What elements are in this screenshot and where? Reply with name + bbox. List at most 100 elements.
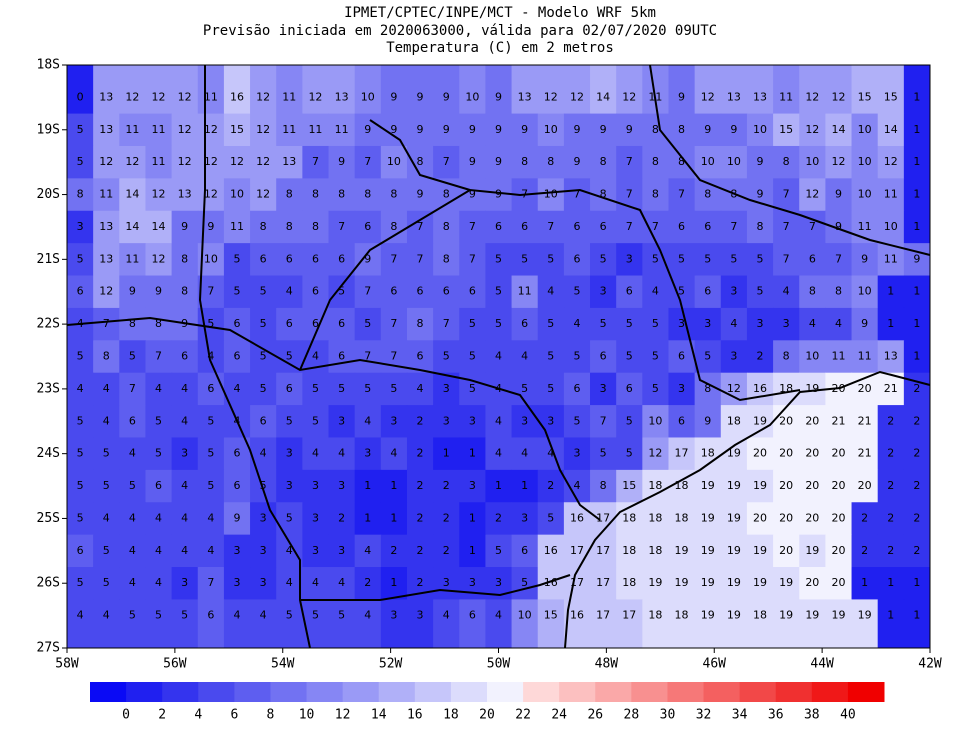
temperature-label: 3 xyxy=(233,576,240,589)
temperature-cell xyxy=(354,405,382,438)
temperature-label: 18 xyxy=(648,479,662,492)
temperature-cell xyxy=(459,65,486,115)
temperature-label: 1 xyxy=(390,511,397,524)
temperature-label: 16 xyxy=(570,609,584,622)
temperature-cell xyxy=(433,372,460,406)
temperature-label: 5 xyxy=(443,350,450,363)
temperature-cell xyxy=(799,340,826,374)
temperature-cell xyxy=(825,340,853,374)
temperature-cell xyxy=(563,65,591,115)
colorbar-box xyxy=(703,682,741,702)
temperature-cell xyxy=(773,307,800,341)
temperature-cell xyxy=(694,243,722,277)
temperature-label: 2 xyxy=(887,544,894,557)
temperature-cell xyxy=(773,145,800,179)
temperature-cell xyxy=(537,502,565,536)
temperature-cell xyxy=(145,437,173,471)
temperature-cell xyxy=(825,567,853,600)
temperature-label: 9 xyxy=(443,90,450,103)
temperature-cell xyxy=(354,275,382,309)
temperature-label: 19 xyxy=(675,544,689,557)
temperature-label: 5 xyxy=(103,576,110,589)
temperature-cell xyxy=(511,65,539,115)
temperature-label: 5 xyxy=(103,544,110,557)
temperature-label: 12 xyxy=(99,155,113,168)
temperature-label: 7 xyxy=(390,350,397,363)
temperature-label: 3 xyxy=(260,511,267,524)
temperature-label: 6 xyxy=(233,479,240,492)
temperature-cell xyxy=(537,437,565,471)
temperature-cell xyxy=(119,210,146,244)
temperature-cell xyxy=(145,113,173,147)
temperature-label: 1 xyxy=(495,479,502,492)
temperature-label: 5 xyxy=(207,479,214,492)
temperature-label: 18 xyxy=(675,511,689,524)
temperature-label: 8 xyxy=(704,382,711,395)
temperature-cell xyxy=(851,599,879,649)
temperature-label: 6 xyxy=(338,317,345,330)
temperature-cell xyxy=(223,340,251,374)
temperature-cell xyxy=(590,599,617,649)
temperature-label: 1 xyxy=(913,350,920,363)
temperature-label: 4 xyxy=(364,414,371,427)
temperature-cell xyxy=(746,469,774,503)
temperature-label: 1 xyxy=(364,511,371,524)
temperature-cell xyxy=(851,178,879,212)
temperature-cell xyxy=(825,178,853,212)
temperature-cell xyxy=(720,502,748,536)
colorbar-box xyxy=(559,682,596,702)
temperature-cell xyxy=(799,534,826,568)
temperature-label: 9 xyxy=(913,252,920,265)
temperature-cell xyxy=(485,275,513,309)
temperature-label: 9 xyxy=(443,123,450,136)
temperature-label: 6 xyxy=(678,414,685,427)
temperature-label: 9 xyxy=(417,90,424,103)
temperature-label: 18 xyxy=(622,576,636,589)
temperature-label: 5 xyxy=(77,447,84,460)
temperature-cell xyxy=(642,437,669,471)
colorbar-box xyxy=(270,682,308,702)
temperature-label: 13 xyxy=(99,252,113,265)
temperature-label: 5 xyxy=(233,252,240,265)
temperature-cell xyxy=(851,534,879,568)
temperature-cell xyxy=(354,502,382,536)
temperature-label: 4 xyxy=(207,350,214,363)
temperature-label: 7 xyxy=(547,220,554,233)
temperature-label: 12 xyxy=(152,188,166,201)
temperature-cell xyxy=(197,405,225,438)
temperature-cell xyxy=(903,65,931,115)
temperature-label: 2 xyxy=(443,511,450,524)
temperature-cell xyxy=(537,405,565,438)
temperature-cell xyxy=(799,307,826,341)
temperature-label: 5 xyxy=(521,252,528,265)
temperature-label: 4 xyxy=(547,285,554,298)
temperature-cell xyxy=(746,405,774,438)
colorbar-label: 4 xyxy=(194,708,202,723)
temperature-cell xyxy=(903,534,931,568)
temperature-label: 4 xyxy=(573,317,580,330)
temperature-label: 6 xyxy=(678,350,685,363)
temperature-label: 11 xyxy=(99,188,113,201)
temperature-cell xyxy=(433,210,460,244)
temperature-label: 3 xyxy=(495,576,502,589)
temperature-label: 20 xyxy=(805,511,819,524)
temperature-cell xyxy=(511,210,539,244)
temperature-cell xyxy=(877,113,905,147)
temperature-label: 5 xyxy=(547,382,554,395)
temperature-cell xyxy=(354,372,382,406)
temperature-cell xyxy=(250,210,277,244)
temperature-cell xyxy=(537,210,565,244)
temperature-cell xyxy=(328,534,356,568)
temperature-label: 4 xyxy=(103,382,110,395)
temperature-cell xyxy=(616,210,643,244)
colorbar-box xyxy=(487,682,524,702)
temperature-cell xyxy=(746,275,774,309)
temperature-label: 6 xyxy=(260,414,267,427)
temperature-cell xyxy=(825,210,853,244)
y-tick-label: 20S xyxy=(37,187,60,202)
temperature-cell xyxy=(851,502,879,536)
temperature-label: 19 xyxy=(805,382,819,395)
temperature-label: 9 xyxy=(573,155,580,168)
temperature-cell xyxy=(590,405,617,438)
temperature-label: 15 xyxy=(779,123,793,136)
